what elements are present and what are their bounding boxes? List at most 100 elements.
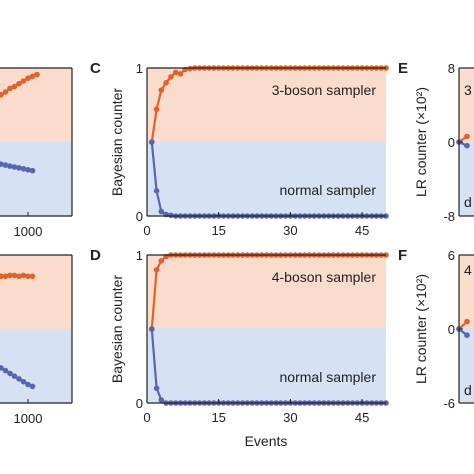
panel-f-y-tick-label: 0 — [448, 322, 455, 337]
panel-f-y-tick-label: -6 — [443, 396, 455, 411]
panel-f-y-tick-label: 6 — [448, 248, 455, 263]
panel-d-normal-region — [147, 328, 386, 403]
panel-f-y-axis-unit: (×10²) — [413, 274, 429, 312]
panel-d: D Bayesian counter 4-boson sampler norma… — [90, 247, 389, 449]
panel-c-normal-point — [158, 208, 165, 215]
panel-b-boson-point — [0, 273, 4, 280]
panel-d-normal-point — [158, 397, 165, 403]
panel-b-normal-point — [2, 367, 9, 374]
panel-e-boson-point — [464, 133, 470, 140]
panel-c-normal-point — [153, 188, 160, 194]
panel-f-top-region-letter: 4 — [464, 262, 472, 278]
panel-e-letter: E — [398, 60, 408, 77]
panel-e-normal-region — [459, 141, 474, 216]
panel-e-top-region-letter: 3 — [464, 82, 472, 98]
panel-a-normal-point — [2, 162, 9, 168]
panel-d-x-tick-label: 45 — [355, 410, 369, 425]
panel-b-boson-point — [7, 272, 13, 279]
panel-f-normal-region — [459, 328, 474, 403]
panel-b-boson-point — [20, 272, 27, 279]
panel-d-x-axis-label: Events — [245, 433, 288, 449]
panel-b-boson-point — [25, 273, 31, 280]
panel-c-x-tick-label: 30 — [283, 223, 297, 238]
panel-b-normal-point — [11, 373, 18, 380]
panel-b-normal-point — [20, 378, 27, 385]
panel-f: F LR counter (×10²) 4 d -6 0 6 — [398, 247, 474, 411]
panel-c-letter: C — [90, 60, 101, 77]
panel-c-boson-point — [158, 87, 165, 93]
panel-e-y-tick-label: -8 — [443, 209, 455, 224]
panel-c-boson-point — [172, 69, 179, 76]
panel-c-bottom-region-label: normal sampler — [280, 182, 377, 198]
panel-c: C Bayesian counter 3-boson sampler norma… — [90, 60, 389, 238]
panel-b-boson-point — [16, 273, 22, 280]
panel-d-y-axis-label: Bayesian counter — [109, 275, 125, 384]
panel-b-normal-point — [0, 365, 4, 371]
panel-d-normal-point — [149, 326, 155, 332]
panel-d-x-tick-label: 15 — [211, 410, 225, 425]
panel-e-y-axis-label: LR counter (×10²) — [413, 87, 429, 197]
panel-c-normal-point — [149, 139, 155, 145]
panel-a-normal-point — [11, 164, 18, 170]
panel-b-normal-point — [7, 370, 13, 377]
panel-b-x-tick-label: 1000 — [14, 411, 43, 426]
panel-f-boson-region — [459, 255, 474, 328]
panel-a-boson-point — [7, 85, 13, 92]
panel-d-x-tick-label: 30 — [283, 410, 297, 425]
panel-c-top-region-label: 3-boson sampler — [272, 82, 377, 98]
panel-c-y-tick-label: 0 — [136, 209, 143, 224]
panel-b: 1000 — [0, 254, 73, 426]
panel-b-normal-region — [0, 329, 72, 403]
panel-c-boson-point — [187, 65, 193, 72]
panel-c-normal-point — [168, 212, 174, 219]
panel-a-normal-point — [16, 165, 22, 171]
panel-e-normal-point — [464, 142, 470, 149]
panel-c-boson-point — [177, 71, 184, 77]
panel-d-boson-point — [158, 258, 165, 264]
panel-f-y-axis-label: LR counter (×10²) — [413, 274, 429, 384]
panel-d-normal-point — [153, 385, 160, 392]
panel-a-x-tick-label: 1000 — [14, 224, 43, 239]
panel-d-y-tick-label: 0 — [136, 396, 143, 411]
panel-d-bottom-region-label: normal sampler — [280, 369, 377, 385]
panel-e-y-axis-unit: (×10²) — [413, 87, 429, 125]
panel-d-letter: D — [90, 247, 101, 264]
panel-b-normal-point — [29, 383, 36, 390]
panel-f-boson-point — [464, 318, 470, 325]
panel-f-bottom-region-letter: d — [464, 382, 472, 398]
panel-d-y-tick-label: 1 — [136, 248, 143, 263]
panel-a-normal-point — [29, 167, 36, 174]
panel-e-bottom-region-letter: d — [464, 194, 472, 210]
panel-c-x-tick-label: 45 — [355, 223, 369, 238]
panel-b-normal-point — [16, 376, 22, 382]
panel-a-boson-point — [29, 73, 36, 80]
panel-a: 1000 — [0, 67, 73, 239]
panel-b-boson-point — [11, 272, 18, 279]
panel-c-x-tick-label: 0 — [143, 223, 150, 238]
panel-a-normal-region — [0, 142, 72, 216]
panel-e-y-axis-label-text: LR counter — [413, 128, 429, 197]
panel-e-y-tick-label: 8 — [448, 61, 455, 76]
panel-c-boson-point — [163, 80, 169, 86]
panel-e: E LR counter (×10²) 3 d -8 0 8 — [398, 60, 474, 224]
panel-c-y-tick-label: 1 — [136, 61, 143, 76]
panel-f-y-axis-label-text: LR counter — [413, 315, 429, 384]
panel-c-normal-region — [147, 141, 386, 216]
panel-a-boson-point — [34, 71, 40, 78]
panel-f-letter: F — [398, 247, 407, 264]
panel-c-y-axis-label: Bayesian counter — [109, 88, 125, 197]
panel-d-boson-point — [153, 267, 160, 273]
panel-c-x-tick-label: 15 — [211, 223, 225, 238]
panel-a-boson-point — [0, 92, 4, 98]
panel-a-normal-point — [7, 163, 13, 169]
panel-a-normal-point — [20, 166, 27, 172]
panel-a-normal-point — [25, 167, 31, 173]
panel-b-boson-region — [0, 255, 72, 329]
panel-e-boson-region — [459, 68, 474, 141]
panel-c-boson-region — [147, 68, 386, 141]
panel-a-boson-point — [25, 75, 31, 81]
panel-a-boson-point — [2, 89, 9, 95]
panel-b-boson-point — [2, 273, 9, 280]
panel-a-boson-point — [20, 78, 27, 84]
